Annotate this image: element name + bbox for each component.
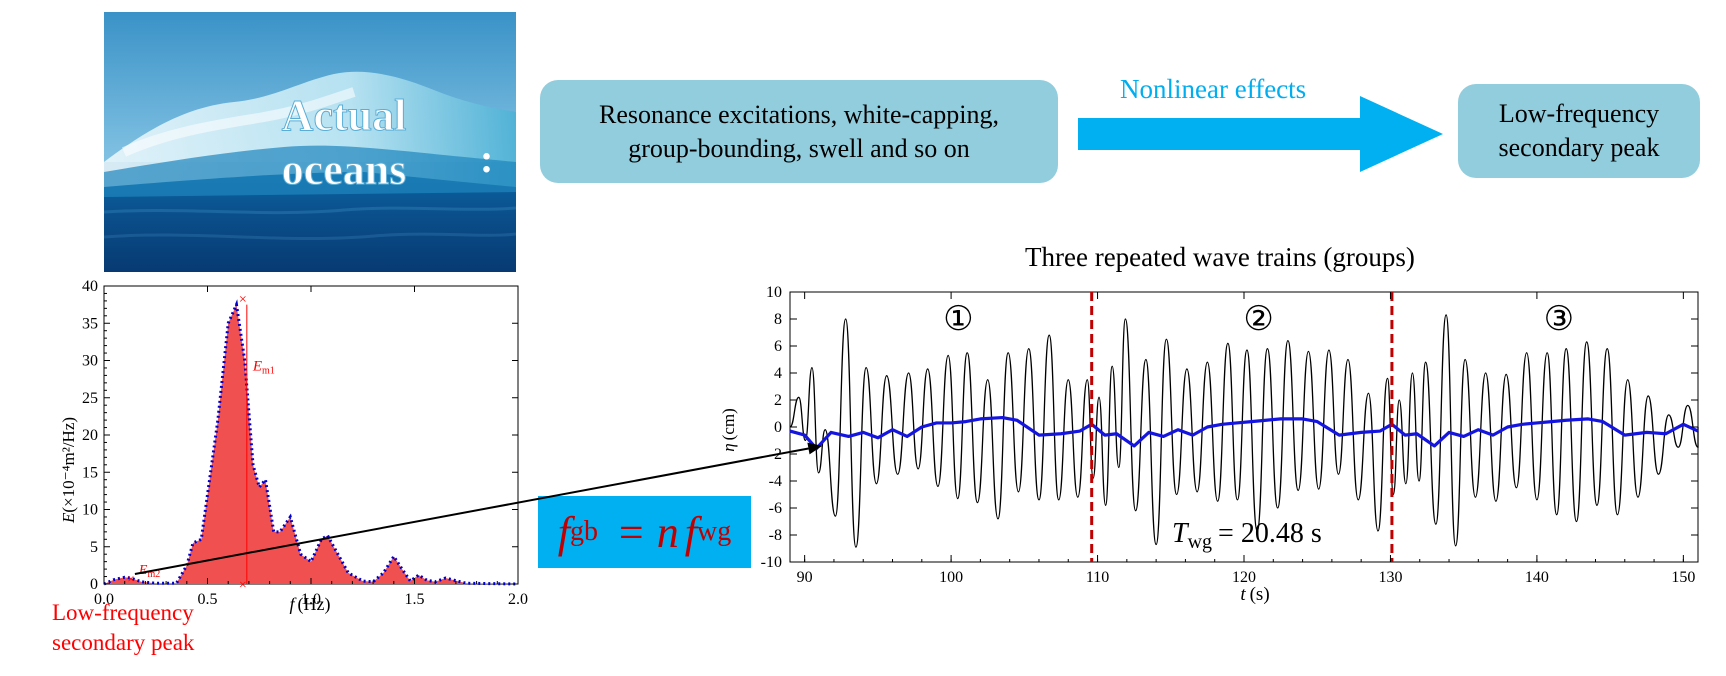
- spectrum-y-tick-label: 30: [82, 353, 98, 370]
- spectrum-x-tick-label: 0.0: [94, 591, 114, 608]
- photo-caption-line1: Actual: [282, 91, 407, 140]
- low-frequency-line: [789, 415, 1699, 451]
- timeseries-y-tick-label: 8: [774, 311, 782, 328]
- timeseries-x-tick-label: 120: [1232, 569, 1256, 586]
- photo-caption-colon: :: [480, 136, 493, 181]
- timeseries-xlabel: t (s): [1240, 584, 1269, 605]
- timeseries-y-tick-label: -10: [761, 554, 782, 571]
- timeseries-y-tick-label: 6: [774, 338, 782, 355]
- spectrum-curve: [103, 299, 519, 586]
- timeseries-y-tick-label: -4: [769, 473, 782, 490]
- timeseries-x-tick-label: 130: [1378, 569, 1402, 586]
- timeseries-x-tick-label: 140: [1525, 569, 1549, 586]
- spectrum-plot-frame: [103, 285, 519, 585]
- timeseries-y-tick-label: 10: [766, 284, 782, 301]
- group-marker: ②: [1243, 301, 1273, 338]
- timeseries-y-tick-label: -8: [769, 527, 782, 544]
- result-box: Low-frequency secondary peak: [1458, 84, 1700, 178]
- timeseries-y-tick-label: -2: [769, 446, 782, 463]
- spectrum-y-tick-label: 15: [82, 464, 98, 481]
- formula-f2: f: [684, 507, 697, 557]
- spectrum-ylabel: E(×10⁻⁴m²/Hz): [59, 417, 78, 524]
- formula-eq: = n: [616, 507, 679, 557]
- timeseries-ylabel: η(cm): [719, 408, 738, 452]
- spectrum-y-tick-label: 0: [90, 576, 98, 593]
- low-frequency-peak-label-line1: Low-frequency: [52, 600, 194, 625]
- result-line2: secondary peak: [1498, 133, 1660, 162]
- em1-marker: ×: [239, 293, 247, 308]
- spectrum-x-tick-label: 2.0: [508, 591, 528, 608]
- low-frequency-peak-label-line2: secondary peak: [52, 630, 195, 655]
- timeseries-y-tick-label: 4: [774, 365, 782, 382]
- timeseries-x-tick-label: 110: [1086, 569, 1109, 586]
- timeseries-x-tick-label: 100: [939, 569, 963, 586]
- spectrum-x-tick-label: 1.5: [405, 591, 425, 608]
- formula-f1: f: [557, 507, 571, 557]
- low-frequency-peak-label: Low-frequency secondary peak: [52, 598, 194, 658]
- group-period-label: Twg = 20.48 s: [1172, 518, 1322, 553]
- spectrum-x-tick-label: 0.5: [198, 591, 218, 608]
- timeseries-plot-frame: [789, 291, 1699, 563]
- spectrum-xlabel: f (Hz): [290, 594, 331, 615]
- group-marker: ①: [943, 301, 973, 338]
- em2-marker: ×: [127, 571, 134, 586]
- timeseries-x-tick-label: 90: [797, 569, 813, 586]
- formula-sub1: gb: [570, 516, 599, 547]
- photo-caption-line2: oceans: [282, 145, 407, 194]
- timeseries-y-tick-label: 0: [774, 419, 782, 436]
- timeseries-x-tick-label: 150: [1671, 569, 1695, 586]
- spectrum-y-tick-label: 35: [82, 315, 98, 332]
- ocean-photo: Actual oceans :: [104, 12, 516, 272]
- spectrum-y-tick-label: 40: [82, 278, 98, 295]
- timeseries-y-tick-label: 2: [774, 392, 782, 409]
- group-marker: ③: [1544, 301, 1574, 338]
- result-line1: Low-frequency: [1498, 99, 1660, 128]
- spectrum-y-tick-label: 5: [90, 539, 98, 556]
- surface-elevation-line: [789, 314, 1699, 548]
- causes-box: Resonance excitations, white-capping, gr…: [540, 80, 1058, 183]
- timeseries-title: Three repeated wave trains (groups): [1025, 242, 1415, 272]
- causes-line2: group-bounding, swell and so on: [628, 133, 970, 163]
- arrow-label: Nonlinear effects: [1120, 74, 1307, 104]
- spectrum-x-tick-label: 1.0: [301, 591, 321, 608]
- nonlinear-arrow-icon: [1078, 96, 1443, 172]
- em1-marker-bottom: ×: [239, 578, 247, 593]
- timeseries-y-tick-label: -6: [769, 500, 782, 517]
- spectrum-y-tick-label: 10: [82, 502, 98, 519]
- spectrum-y-tick-label: 25: [82, 390, 98, 407]
- causes-line1: Resonance excitations, white-capping,: [599, 99, 999, 129]
- spectrum-y-tick-label: 20: [82, 427, 98, 444]
- em1-label: Em1: [252, 359, 275, 377]
- timeseries-chart: ① ② ③ 90 100 110 120 130 140 150 -10 -8 -6 -4 -2 0 2 4 6 8 1…: [719, 284, 1699, 605]
